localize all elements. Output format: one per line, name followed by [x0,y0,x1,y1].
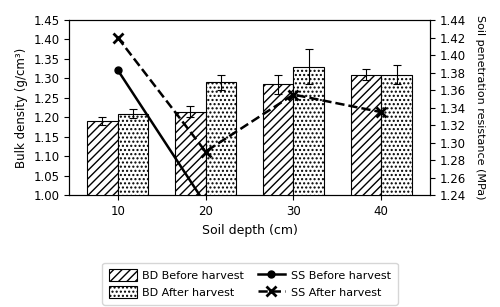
Y-axis label: Soil penetration resistance (MPa): Soil penetration resistance (MPa) [475,15,485,200]
Bar [175,112,206,307]
Bar [350,75,382,307]
Bar [294,67,324,307]
Bar [206,82,236,307]
Bar [382,75,412,307]
Legend: BD Before harvest, BD After harvest, SS Before harvest, SS After harvest: BD Before harvest, BD After harvest, SS … [102,263,398,305]
Bar [87,121,118,307]
Y-axis label: Bulk density (g/cm³): Bulk density (g/cm³) [15,48,28,168]
Bar [262,84,294,307]
Bar [118,114,148,307]
X-axis label: Soil depth (cm): Soil depth (cm) [202,224,298,237]
